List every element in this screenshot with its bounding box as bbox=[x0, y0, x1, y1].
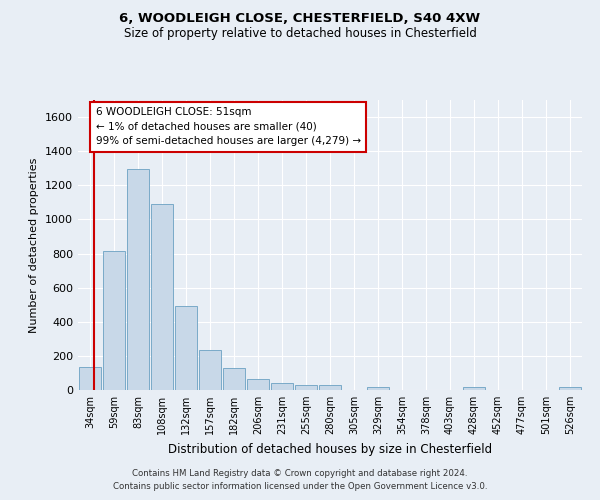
Text: Contains HM Land Registry data © Crown copyright and database right 2024.: Contains HM Land Registry data © Crown c… bbox=[132, 468, 468, 477]
Bar bbox=[319, 385, 341, 390]
Y-axis label: Number of detached properties: Number of detached properties bbox=[29, 158, 40, 332]
Bar bbox=[295, 385, 317, 390]
Bar bbox=[463, 387, 485, 390]
Text: 6, WOODLEIGH CLOSE, CHESTERFIELD, S40 4XW: 6, WOODLEIGH CLOSE, CHESTERFIELD, S40 4X… bbox=[119, 12, 481, 26]
Text: Size of property relative to detached houses in Chesterfield: Size of property relative to detached ho… bbox=[124, 28, 476, 40]
Bar bbox=[247, 378, 269, 390]
Bar bbox=[367, 387, 389, 390]
Bar bbox=[271, 383, 293, 390]
Bar bbox=[199, 350, 221, 390]
Bar bbox=[151, 204, 173, 390]
Bar bbox=[175, 306, 197, 390]
Bar bbox=[79, 367, 101, 390]
Bar bbox=[223, 368, 245, 390]
X-axis label: Distribution of detached houses by size in Chesterfield: Distribution of detached houses by size … bbox=[168, 442, 492, 456]
Text: 6 WOODLEIGH CLOSE: 51sqm
← 1% of detached houses are smaller (40)
99% of semi-de: 6 WOODLEIGH CLOSE: 51sqm ← 1% of detache… bbox=[95, 107, 361, 146]
Bar bbox=[127, 169, 149, 390]
Text: Contains public sector information licensed under the Open Government Licence v3: Contains public sector information licen… bbox=[113, 482, 487, 491]
Bar bbox=[103, 251, 125, 390]
Bar bbox=[559, 387, 581, 390]
